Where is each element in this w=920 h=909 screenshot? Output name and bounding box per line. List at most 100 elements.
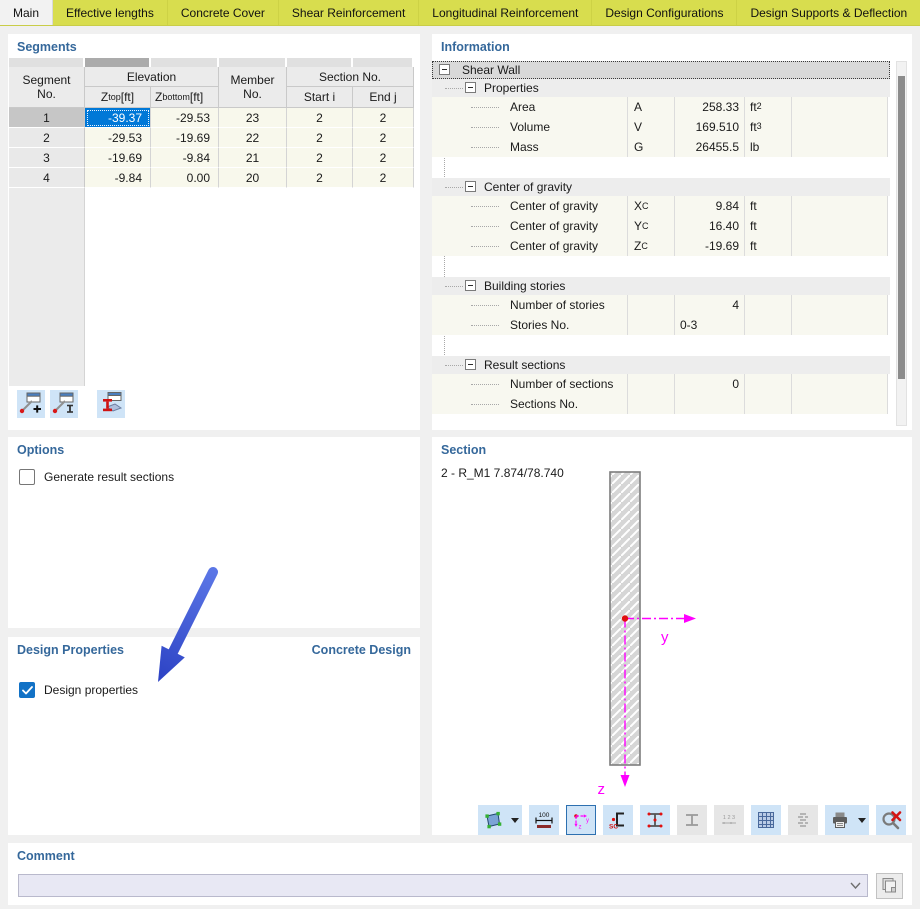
collapse-icon[interactable] (465, 359, 476, 370)
col-header-end-j[interactable]: End j (353, 87, 414, 108)
cell-end-j[interactable]: 2 (353, 128, 414, 148)
collapse-icon[interactable] (465, 82, 476, 93)
column-select-strip[interactable] (9, 58, 414, 67)
header-sub: top (108, 92, 121, 102)
section-shape-dropdown[interactable] (508, 805, 522, 835)
cell-zbottom[interactable]: -29.53 (151, 108, 219, 128)
strip-cell-selected[interactable] (85, 58, 151, 67)
cell-zbottom[interactable]: -9.84 (151, 148, 219, 168)
cell-ztop[interactable]: -9.84 (85, 168, 151, 188)
numbering-button[interactable]: 1 2 3 (714, 805, 744, 835)
section-shape-button[interactable] (478, 805, 508, 835)
cell-member[interactable]: 21 (219, 148, 287, 168)
item-extra (792, 97, 888, 117)
tree-root-shear-wall[interactable]: Shear Wall (432, 61, 890, 79)
stress-points-button[interactable] (640, 805, 670, 835)
cell-zbottom[interactable]: 0.00 (151, 168, 219, 188)
tab-concrete-cover[interactable]: Concrete Cover (168, 0, 279, 25)
strip-cell[interactable] (151, 58, 219, 67)
tab-longitudinal-reinforcement[interactable]: Longitudinal Reinforcement (419, 0, 593, 25)
col-header-section-no[interactable]: Section No. (287, 67, 414, 87)
header-text: Segment (22, 73, 71, 87)
tab-design-supports-deflection[interactable]: Design Supports & Deflection (737, 0, 920, 25)
tab-effective-lengths[interactable]: Effective lengths (53, 0, 168, 25)
cell-member[interactable]: 20 (219, 168, 287, 188)
item-unit: ft (745, 196, 792, 216)
reset-view-button[interactable] (876, 805, 906, 835)
tree-group-center-of-gravity[interactable]: Center of gravity (432, 178, 890, 196)
row-header[interactable]: 4 (9, 168, 85, 188)
values-table-button[interactable] (751, 805, 781, 835)
item-label: Area (432, 97, 628, 117)
cell-member[interactable]: 23 (219, 108, 287, 128)
print-dropdown[interactable] (855, 805, 869, 835)
cell-ztop[interactable]: -29.53 (85, 128, 151, 148)
tree-group-properties[interactable]: Properties (432, 79, 890, 97)
row-header[interactable]: 2 (9, 128, 85, 148)
item-unit: lb (745, 137, 792, 157)
stress-points-icon (647, 812, 663, 828)
cell-start-i[interactable]: 2 (287, 108, 353, 128)
new-segment-by-member-icon (19, 391, 43, 418)
tree-spacer (432, 256, 890, 277)
tree-group-label: Center of gravity (484, 180, 573, 194)
design-properties-checkbox[interactable] (19, 682, 35, 698)
print-button[interactable] (825, 805, 855, 835)
header-text: No. (243, 87, 262, 101)
strip-cell[interactable] (219, 58, 287, 67)
collapse-icon[interactable] (465, 181, 476, 192)
copy-pages-icon (882, 878, 896, 893)
edit-segment-by-member-button[interactable] (50, 390, 78, 418)
cell-start-i[interactable]: 2 (287, 148, 353, 168)
strip-cell[interactable] (353, 58, 414, 67)
tab-main[interactable]: Main (0, 0, 54, 25)
cell-member[interactable]: 22 (219, 128, 287, 148)
cell-end-j[interactable]: 2 (353, 168, 414, 188)
edit-section-button[interactable] (97, 390, 125, 418)
cell-zbottom[interactable]: -19.69 (151, 128, 219, 148)
tab-bar: Main Effective lengths Concrete Cover Sh… (0, 0, 920, 26)
col-header-member-no[interactable]: Member No. (219, 67, 287, 108)
cell-start-i[interactable]: 2 (287, 168, 353, 188)
copy-comment-button[interactable] (876, 873, 903, 899)
tab-shear-reinforcement[interactable]: Shear Reinforcement (279, 0, 420, 25)
cell-ztop-selected[interactable]: -39.37 (85, 108, 151, 128)
info-scrollbar[interactable] (896, 61, 907, 426)
cell-start-i[interactable]: 2 (287, 128, 353, 148)
row-header[interactable]: 3 (9, 148, 85, 168)
cell-ztop[interactable]: -19.69 (85, 148, 151, 168)
z-axis-label: z (598, 781, 606, 798)
details-list-button[interactable] (788, 805, 818, 835)
tab-design-configurations[interactable]: Design Configurations (592, 0, 738, 25)
col-header-start-i[interactable]: Start i (287, 87, 353, 108)
generate-result-sections-checkbox[interactable] (19, 469, 35, 485)
design-properties-panel: Design Properties Concrete Design Design… (8, 637, 420, 835)
comment-title: Comment (17, 849, 75, 863)
tree-group-result-sections[interactable]: Result sections (432, 356, 890, 374)
new-segment-by-member-button[interactable] (17, 390, 45, 418)
item-unit (745, 295, 792, 315)
tree-root-label: Shear Wall (462, 63, 521, 77)
tree-group-building-stories[interactable]: Building stories (432, 277, 890, 295)
col-header-elevation[interactable]: Elevation (85, 67, 219, 87)
item-value: 169.510 (675, 117, 745, 137)
strip-cell[interactable] (287, 58, 353, 67)
shear-center-button[interactable]: SC (603, 805, 633, 835)
collapse-icon[interactable] (439, 64, 450, 75)
info-scrollbar-thumb[interactable] (898, 76, 905, 379)
dimensions-button[interactable]: 100 (529, 805, 559, 835)
col-header-segment-no[interactable]: Segment No. (9, 67, 85, 108)
row-header[interactable]: 1 (9, 108, 85, 128)
options-title: Options (17, 443, 65, 457)
item-symbol: G (628, 137, 675, 157)
cell-end-j[interactable]: 2 (353, 108, 414, 128)
section-outline-button[interactable] (677, 805, 707, 835)
strip-cell[interactable] (9, 58, 85, 67)
cell-end-j[interactable]: 2 (353, 148, 414, 168)
item-value: 258.33 (675, 97, 745, 117)
comment-combobox[interactable] (18, 874, 868, 897)
collapse-icon[interactable] (465, 280, 476, 291)
